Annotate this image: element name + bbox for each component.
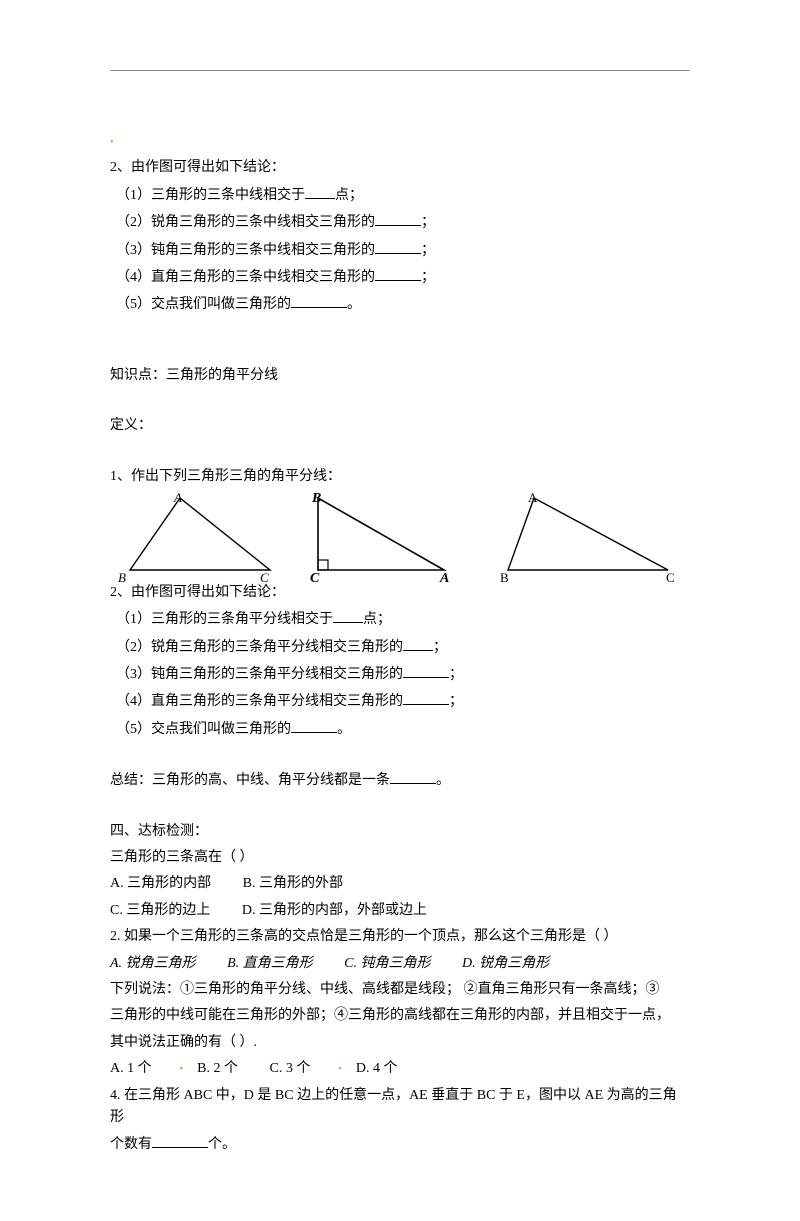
svg-text:A: A — [173, 492, 182, 505]
blank — [403, 636, 433, 651]
b2-i3-tail: ； — [449, 667, 463, 682]
b2-i5-text: （5）交点我们叫做三角形的 — [116, 722, 291, 737]
b2-i4-tail: ； — [449, 694, 463, 709]
q1-opt-c: C. 三角形的边上 — [110, 900, 210, 922]
b1-i3-text: （3）钝角三角形的三条中线相交三角形的 — [116, 243, 375, 258]
svg-text:B: B — [500, 570, 509, 585]
summary-text: 总结：三角形的高、中线、角平分线都是一条 — [110, 773, 390, 788]
q3-stem-1: 下列说法：①三角形的角平分线、中线、高线都是线段； ②直角三角形只有一条高线；③ — [110, 979, 690, 1001]
b1-i1-tail: 点； — [335, 188, 363, 203]
block2-item-3: （3）钝角三角形的三条角平分线相交三角形的 ； — [110, 663, 690, 686]
b2-i1-tail: 点； — [363, 612, 391, 627]
blank — [152, 1133, 208, 1148]
triangle-row: A B C B C A A B C — [110, 492, 690, 592]
q3-opts: A. 1 个• B. 2 个 C. 3 个• D. 4 个 — [110, 1058, 690, 1080]
blank — [375, 239, 421, 254]
summary-line: 总结：三角形的高、中线、角平分线都是一条 。 — [110, 769, 690, 792]
blank — [291, 293, 347, 308]
b1-i5-text: （5）交点我们叫做三角形的 — [116, 297, 291, 312]
q2-opts: A. 锐角三角形 B. 直角三角形 C. 钝角三角形 D. 锐角三角形 — [110, 953, 690, 975]
q1-opt-b: B. 三角形的外部 — [243, 873, 343, 895]
b2-i2-tail: ； — [433, 640, 447, 655]
q1-opt-a: A. 三角形的内部 — [110, 873, 211, 895]
q4-tail: 个。 — [208, 1137, 236, 1152]
q3-stem-2: 三角形的中线可能在三角形的外部；④三角形的高线都在三角形的内部，并且相交于一点， — [110, 1005, 690, 1027]
block2-item-1: （1）三角形的三条角平分线相交于 点； — [110, 608, 690, 631]
b1-i4-tail: ； — [421, 270, 435, 285]
b1-i4-text: （4）直角三角形的三条中线相交三角形的 — [116, 270, 375, 285]
b1-i2-tail: ； — [421, 215, 435, 230]
q2-opt-d: D. 锐角三角形 — [462, 953, 549, 975]
b1-i5-tail: 。 — [347, 297, 361, 312]
blank — [305, 184, 335, 199]
block2-item-4: （4）直角三角形的三条角平分线相交三角形的 ； — [110, 690, 690, 713]
q2-opt-b: B. 直角三角形 — [227, 953, 313, 975]
q3-opt-b: B. 2 个 — [197, 1058, 238, 1080]
right-triangle-svg: B C A — [304, 492, 454, 587]
q2-opt-a: A. 锐角三角形 — [110, 953, 196, 975]
dot-marker: • — [110, 131, 690, 153]
acute-triangle: A B C — [110, 492, 280, 592]
b1-i3-tail: ； — [421, 243, 435, 258]
svg-text:B: B — [311, 492, 321, 506]
blank — [291, 718, 337, 733]
acute-triangle-svg: A B C — [110, 492, 280, 587]
block1-item-5: （5）交点我们叫做三角形的 。 — [110, 293, 690, 316]
obtuse-triangle-svg: A B C — [498, 492, 678, 587]
blank — [403, 690, 449, 705]
test-heading: 四、达标检测： — [110, 821, 690, 843]
blank — [375, 266, 421, 281]
q1-stem: 三角形的三条高在（ ） — [110, 847, 690, 869]
q3-opt-d: D. 4 个 — [356, 1058, 398, 1080]
definition-label: 定义： — [110, 415, 690, 437]
block1-item-1: （1）三角形的三条中线相交于 点； — [110, 184, 690, 207]
q3-opt-c: C. 3 个 — [269, 1058, 310, 1080]
q1-opts-row2: C. 三角形的边上 D. 三角形的内部，外部或边上 — [110, 900, 690, 922]
blank — [403, 663, 449, 678]
q2-opt-c: C. 钝角三角形 — [344, 953, 430, 975]
right-triangle: B C A — [304, 492, 454, 592]
svg-text:A: A — [528, 492, 538, 505]
b2-i2-text: （2）锐角三角形的三条角平分线相交三角形的 — [116, 640, 403, 655]
block1-item-4: （4）直角三角形的三条中线相交三角形的 ； — [110, 266, 690, 289]
block2-item-5: （5）交点我们叫做三角形的 。 — [110, 718, 690, 741]
q4-stem-2: 个数有 个。 — [110, 1133, 690, 1156]
q1-opt-d: D. 三角形的内部，外部或边上 — [242, 900, 427, 922]
b1-i1-text: （1）三角形的三条中线相交于 — [116, 188, 305, 203]
block1-item-3: （3）钝角三角形的三条中线相交三角形的 ； — [110, 239, 690, 262]
top-rule — [110, 70, 690, 71]
blank — [333, 608, 363, 623]
blank — [390, 769, 436, 784]
q1-opts-row1: A. 三角形的内部 B. 三角形的外部 — [110, 873, 690, 895]
svg-text:A: A — [439, 571, 449, 586]
block1-title: 2、由作图可得出如下结论： — [110, 157, 690, 179]
q4-stem-2-text: 个数有 — [110, 1137, 152, 1152]
b2-i3-text: （3）钝角三角形的三条角平分线相交三角形的 — [116, 667, 403, 682]
block1-item-2: （2）锐角三角形的三条中线相交三角形的 ； — [110, 211, 690, 234]
svg-text:C: C — [310, 571, 320, 586]
task1-label: 1、作出下列三角形三角的角平分线： — [110, 466, 690, 488]
b2-i4-text: （4）直角三角形的三条角平分线相交三角形的 — [116, 694, 403, 709]
q2-stem: 2. 如果一个三角形的三条高的交点恰是三角形的一个顶点，那么这个三角形是（ ） — [110, 926, 690, 948]
block2-item-2: （2）锐角三角形的三条角平分线相交三角形的 ； — [110, 636, 690, 659]
q3-stem-3: 其中说法正确的有（ ）. — [110, 1032, 690, 1054]
summary-tail: 。 — [436, 773, 450, 788]
q3-opt-a: A. 1 个 — [110, 1058, 152, 1080]
b1-i2-text: （2）锐角三角形的三条中线相交三角形的 — [116, 215, 375, 230]
blank — [375, 211, 421, 226]
obtuse-triangle: A B C — [498, 492, 678, 592]
b2-i5-tail: 。 — [337, 722, 351, 737]
svg-text:C: C — [666, 570, 675, 585]
b2-i1-text: （1）三角形的三条角平分线相交于 — [116, 612, 333, 627]
q4-stem-1: 4. 在三角形 ABC 中，D 是 BC 边上的任意一点，AE 垂直于 BC 于… — [110, 1085, 690, 1130]
knowledge-label: 知识点：三角形的角平分线 — [110, 365, 690, 387]
